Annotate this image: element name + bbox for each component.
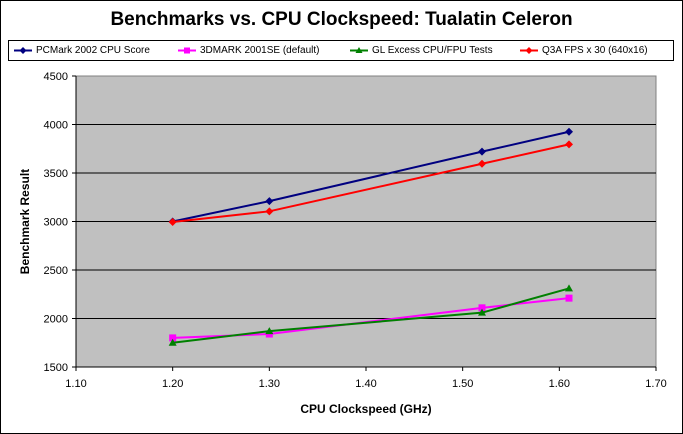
data-point-glexcess-1: [265, 327, 274, 335]
y-tick-label-4000: 4000: [44, 120, 68, 132]
legend-item-pcmark: PCMark 2002 CPU Score: [13, 41, 150, 60]
legend-item-3dmark: 3DMARK 2001SE (default): [177, 41, 320, 60]
data-point-3dmark-0: [169, 334, 177, 342]
x-tick-label-1.20: 1.20: [162, 378, 183, 390]
legend-swatch-marker-glexcess: [355, 47, 363, 53]
legend-swatch-marker-pcmark: [19, 47, 27, 54]
y-tick-label-3500: 3500: [44, 168, 68, 180]
legend-swatch-glexcess: [350, 47, 368, 53]
data-point-pcmark-1: [265, 197, 274, 206]
data-point-pcmark-3: [565, 127, 573, 136]
series-line-pcmark: [172, 130, 570, 223]
legend-item-glexcess: GL Excess CPU/FPU Tests: [349, 41, 493, 60]
data-point-3dmark-3: [565, 294, 573, 302]
chart-title: Benchmarks vs. CPU Clockspeed: Tualatin …: [110, 9, 573, 30]
data-point-pcmark-2: [478, 147, 486, 156]
legend-swatch-marker-3dmark: [184, 47, 190, 54]
legend-label-glexcess: GL Excess CPU/FPU Tests: [372, 45, 493, 56]
y-tick-label-3000: 3000: [44, 217, 68, 229]
legend: PCMark 2002 CPU Score 3DMARK 2001SE (def…: [8, 40, 674, 61]
y-tick-label-1500: 1500: [44, 362, 68, 374]
x-tick-label-1.30: 1.30: [259, 378, 280, 390]
data-point-q3a-2: [478, 159, 486, 168]
legend-swatch-q3a: [520, 47, 538, 54]
legend-label-pcmark: PCMark 2002 CPU Score: [36, 45, 150, 56]
data-point-q3a-1: [265, 207, 274, 216]
series-line-glexcess: [172, 287, 570, 344]
data-point-3dmark-2: [478, 304, 486, 312]
legend-label-3dmark: 3DMARK 2001SE (default): [200, 45, 320, 56]
data-point-glexcess-0: [168, 338, 177, 346]
series-line-q3a: [172, 143, 570, 223]
x-tick-label-1.40: 1.40: [355, 378, 376, 390]
legend-swatch-marker-q3a: [525, 47, 533, 54]
y-tick-label-2500: 2500: [44, 265, 68, 277]
data-point-q3a-0: [168, 217, 177, 226]
data-point-glexcess-2: [478, 308, 486, 316]
data-point-q3a-3: [565, 140, 573, 149]
legend-item-q3a: Q3A FPS x 30 (640x16): [519, 41, 648, 60]
x-tick-label-1.10: 1.10: [65, 378, 86, 390]
y-axis-title: Benchmark Result: [18, 169, 32, 274]
y-tick-label-4500: 4500: [44, 71, 68, 83]
x-tick-label-1.60: 1.60: [549, 378, 570, 390]
x-axis-title: CPU Clockspeed (GHz): [300, 402, 431, 416]
y-tick-label-2000: 2000: [44, 314, 68, 326]
legend-label-q3a: Q3A FPS x 30 (640x16): [542, 45, 648, 56]
legend-swatch-pcmark: [14, 47, 32, 54]
data-point-glexcess-3: [565, 284, 573, 292]
legend-swatch-3dmark: [178, 47, 196, 54]
x-tick-label-1.70: 1.70: [645, 378, 666, 390]
x-tick-label-1.50: 1.50: [452, 378, 473, 390]
